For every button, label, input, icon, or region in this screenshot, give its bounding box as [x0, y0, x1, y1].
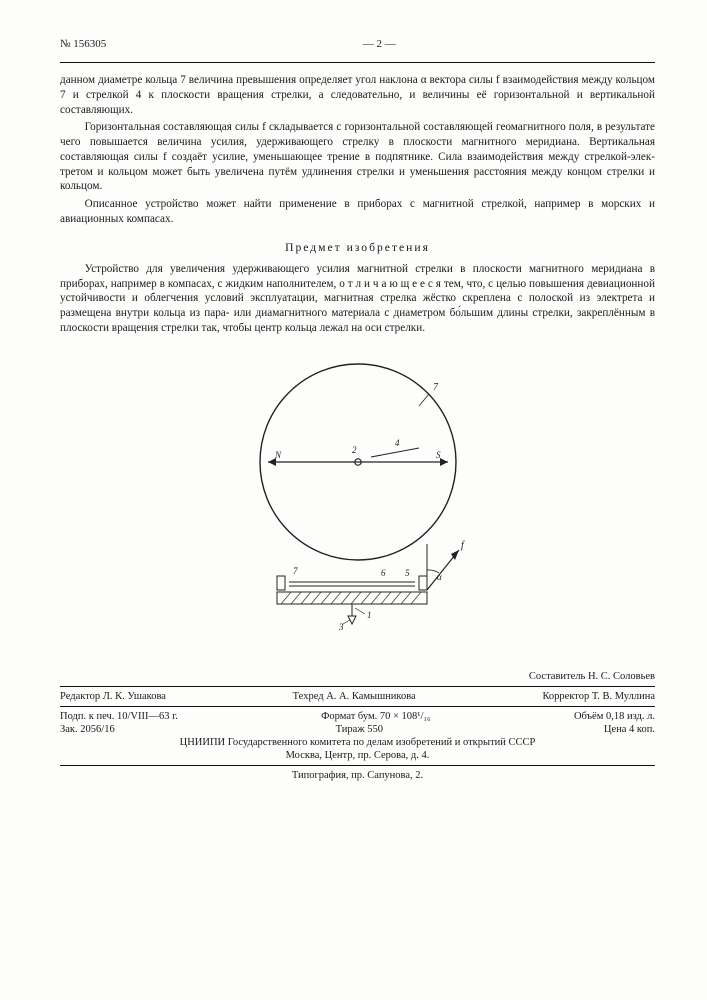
- page-number: — 2 —: [363, 38, 396, 50]
- header-rule: [60, 62, 655, 63]
- hatch-base: [277, 592, 427, 604]
- credits-block: Составитель Н. С. Соловьев Редактор Л. К…: [60, 671, 655, 781]
- para-3: Описанное устройство может найти примене…: [60, 197, 655, 227]
- label-f: f: [461, 540, 465, 551]
- pub-price: Цена 4 коп.: [604, 724, 655, 735]
- label-S: S: [436, 450, 441, 460]
- label-4: 4: [395, 438, 400, 448]
- label-alpha: α: [437, 572, 442, 582]
- patent-page: № 156305 — 2 — данном диаметре кольца 7 …: [0, 0, 707, 1000]
- pub-date: Подп. к печ. 10/VIII—63 г.: [60, 711, 178, 722]
- label-1: 1: [367, 610, 372, 620]
- para-1: данном диаметре кольца 7 величина превыш…: [60, 73, 655, 117]
- label-N: N: [274, 450, 282, 460]
- credits-rule-2: [60, 706, 655, 707]
- techred: Техред А. А. Камышникова: [293, 691, 416, 702]
- header-spacer: [652, 38, 655, 50]
- corrector: Корректор Т. В. Муллина: [542, 691, 655, 702]
- credits-row: Редактор Л. К. Ушакова Техред А. А. Камы…: [60, 691, 655, 702]
- label-5: 5: [405, 568, 410, 578]
- compass-figure: N S 2 4 7: [223, 354, 493, 644]
- doc-number: № 156305: [60, 38, 106, 50]
- label-6: 6: [381, 568, 386, 578]
- pub-zak: Зак. 2056/16: [60, 724, 115, 735]
- pub-row-2: Зак. 2056/16 Тираж 550 Цена 4 коп.: [60, 724, 655, 735]
- pub-addr: Москва, Центр, пр. Серова, д. 4.: [60, 750, 655, 761]
- pub-format: Формат бум. 70 × 108¹/₁₆: [321, 711, 431, 722]
- label-7-side: 7: [293, 566, 298, 576]
- claim-text: Устройство для увеличения удерживающего …: [60, 262, 655, 336]
- figure-container: N S 2 4 7: [60, 354, 655, 649]
- pub-vol: Объём 0,18 изд. л.: [574, 711, 655, 722]
- pub-row-1: Подп. к печ. 10/VIII—63 г. Формат бум. 7…: [60, 711, 655, 722]
- label-7-top: 7: [433, 382, 439, 393]
- typography-line: Типография, пр. Сапунова, 2.: [60, 770, 655, 781]
- editor: Редактор Л. К. Ушакова: [60, 691, 166, 702]
- credits-rule-1: [60, 686, 655, 687]
- pub-tirage: Тираж 550: [336, 724, 383, 735]
- label-3: 3: [338, 622, 344, 632]
- page-header: № 156305 — 2 —: [60, 38, 655, 50]
- para-2: Горизонтальная составляющая силы f склад…: [60, 120, 655, 194]
- pub-org: ЦНИИПИ Государственного комитета по дела…: [60, 737, 655, 748]
- claims-heading: Предмет изобретения: [60, 241, 655, 254]
- credits-rule-3: [60, 765, 655, 766]
- label-2: 2: [352, 445, 357, 455]
- compiler-line: Составитель Н. С. Соловьев: [60, 671, 655, 682]
